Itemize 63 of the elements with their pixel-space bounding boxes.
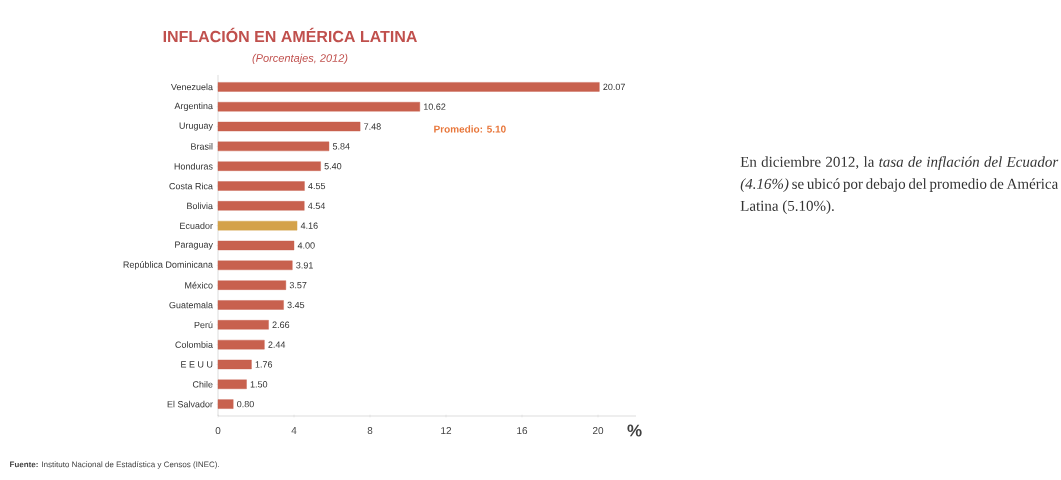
data-label: 3.45	[287, 301, 305, 309]
data-label: 4.16	[300, 222, 318, 229]
y-tick-label: Uruguay	[179, 122, 213, 131]
bar	[217, 339, 265, 350]
bar	[217, 102, 420, 112]
x-tick-label: 12	[441, 427, 452, 435]
data-label: 0.80	[237, 400, 254, 408]
y-tick-label: Argentina	[174, 102, 213, 111]
data-label: 2.44	[268, 341, 286, 348]
text: En diciembre 2012, la tasa de inflación del Ecuador (4.16%) se ubicó por debajo del promedio de América Latina (5.10%).	[740, 156, 1059, 214]
y-tick-label: República Dominicana	[123, 261, 213, 270]
bar	[217, 82, 600, 92]
data-label: 3.91	[296, 262, 313, 269]
data-label: 5.84	[332, 143, 350, 150]
data-label: 2.66	[272, 321, 290, 328]
y-tick-label: Perú	[194, 321, 213, 329]
y-tick-label: Colombia	[175, 341, 213, 348]
y-tick-label: Guatemala	[169, 301, 213, 309]
x-tick-label: 20	[592, 427, 604, 435]
y-tick-label: Venezuela	[170, 83, 213, 91]
x-tick-label: 8	[367, 427, 373, 435]
y-tick-label: El Salvador	[167, 400, 213, 408]
y-tick-label: Ecuador	[180, 222, 213, 229]
data-label: 4.00	[297, 242, 315, 249]
chart-title: INFLACIÓN EN AMÉRICA LATINA	[163, 27, 417, 43]
data-label: 10.62	[424, 103, 446, 110]
y-tick-label: Brasil	[191, 143, 213, 150]
bar	[217, 300, 284, 310]
y-tick-label: Paraguay	[175, 241, 213, 250]
y-tick-label: Costa Rica	[169, 182, 213, 190]
data-label: 3.57	[289, 281, 307, 289]
bar	[217, 161, 321, 171]
y-tick-label: Bolivia	[187, 202, 213, 210]
data-label: 4.54	[308, 202, 326, 209]
x-tick-label: 16	[517, 427, 528, 435]
bar	[217, 359, 252, 370]
chart-subtitle: (Porcentajes, 2012)	[252, 53, 348, 65]
bar	[217, 220, 298, 231]
y-tick-label: E E U U	[181, 361, 213, 368]
bar	[217, 181, 305, 191]
annotation: Promedio: 5.10	[434, 125, 506, 133]
data-label: 4.55	[308, 182, 326, 190]
y-tick-label: Chile	[192, 380, 213, 388]
x-tick-label: 0	[215, 427, 221, 435]
data-label: 5.40	[324, 163, 342, 170]
bar	[217, 201, 305, 211]
y-tick-label: Honduras	[174, 162, 213, 170]
bar	[217, 280, 287, 290]
data-label: 20.07	[603, 83, 625, 91]
x-axis-title: %	[627, 424, 642, 437]
y-tick-label: México	[185, 281, 213, 289]
bar	[217, 240, 295, 251]
x-tick-label: 4	[291, 427, 297, 434]
bar	[217, 320, 269, 330]
data-label: 1.76	[255, 361, 273, 368]
bar	[217, 399, 234, 409]
bar	[217, 141, 330, 152]
text: Fuente: Instituto Nacional de Estadística y Censos (INEC).	[10, 461, 219, 469]
bar	[217, 260, 293, 271]
data-label: 7.48	[364, 123, 381, 130]
data-label: 1.50	[250, 381, 268, 388]
bar	[217, 379, 247, 389]
bar	[217, 121, 361, 132]
